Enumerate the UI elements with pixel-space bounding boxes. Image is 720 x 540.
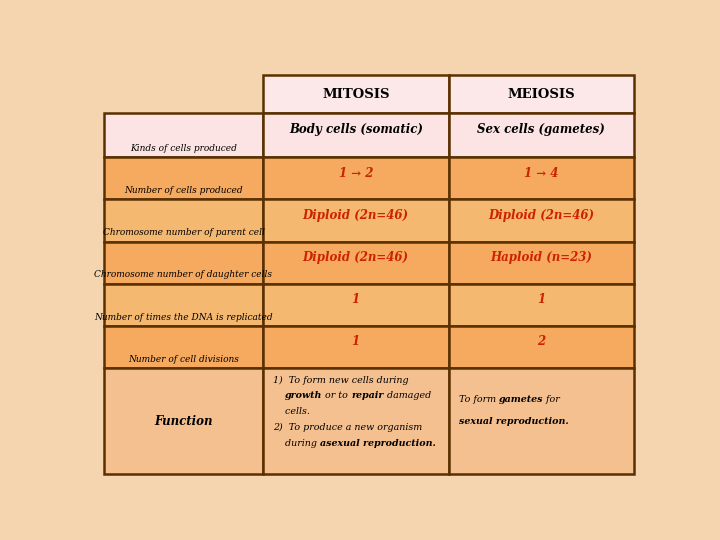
Text: sexual reproduction.: sexual reproduction. bbox=[459, 417, 568, 426]
Text: cells.: cells. bbox=[273, 407, 310, 416]
Bar bbox=[449, 284, 634, 326]
Bar bbox=[449, 157, 634, 199]
Text: 1: 1 bbox=[537, 293, 545, 306]
Text: repair: repair bbox=[351, 391, 384, 400]
Bar bbox=[449, 368, 634, 474]
Text: Sex cells (gametes): Sex cells (gametes) bbox=[477, 123, 605, 136]
Text: 2: 2 bbox=[537, 335, 545, 348]
Text: To form: To form bbox=[459, 395, 499, 404]
Text: Diploid (2n=46): Diploid (2n=46) bbox=[488, 208, 594, 222]
Bar bbox=[263, 326, 449, 368]
Text: 1 → 4: 1 → 4 bbox=[524, 166, 559, 179]
Bar bbox=[263, 241, 449, 284]
Bar bbox=[263, 75, 449, 113]
Text: asexual reproduction.: asexual reproduction. bbox=[320, 438, 436, 448]
Bar bbox=[263, 284, 449, 326]
Text: 2)  To produce a new organism: 2) To produce a new organism bbox=[273, 423, 422, 432]
Text: growth: growth bbox=[285, 391, 323, 400]
Bar bbox=[104, 199, 263, 241]
Bar bbox=[449, 199, 634, 241]
Text: Number of cell divisions: Number of cell divisions bbox=[128, 355, 239, 364]
Text: Body cells (somatic): Body cells (somatic) bbox=[289, 123, 423, 136]
Bar bbox=[263, 199, 449, 241]
Text: during: during bbox=[273, 438, 320, 448]
Bar bbox=[104, 113, 263, 157]
Text: or to: or to bbox=[323, 391, 351, 400]
Text: Chromosome number of daughter cells: Chromosome number of daughter cells bbox=[94, 271, 272, 280]
Text: Function: Function bbox=[154, 415, 212, 428]
Text: Number of times the DNA is replicated: Number of times the DNA is replicated bbox=[94, 313, 273, 322]
Bar bbox=[104, 75, 263, 113]
Text: MEIOSIS: MEIOSIS bbox=[508, 87, 575, 100]
Bar bbox=[104, 368, 263, 474]
Bar bbox=[263, 113, 449, 157]
Bar bbox=[104, 157, 263, 199]
Bar bbox=[263, 157, 449, 199]
Text: 1: 1 bbox=[351, 293, 360, 306]
Text: 1: 1 bbox=[351, 335, 360, 348]
Text: 1 → 2: 1 → 2 bbox=[338, 166, 373, 179]
Bar bbox=[449, 75, 634, 113]
Text: Diploid (2n=46): Diploid (2n=46) bbox=[302, 251, 409, 264]
Bar bbox=[104, 241, 263, 284]
Text: MITOSIS: MITOSIS bbox=[322, 87, 390, 100]
Text: damaged: damaged bbox=[384, 391, 431, 400]
Text: Haploid (n=23): Haploid (n=23) bbox=[490, 251, 593, 264]
Bar bbox=[449, 326, 634, 368]
Bar bbox=[449, 241, 634, 284]
Bar bbox=[104, 326, 263, 368]
Bar bbox=[449, 113, 634, 157]
Text: for: for bbox=[543, 395, 560, 404]
Bar bbox=[104, 284, 263, 326]
Text: Number of cells produced: Number of cells produced bbox=[124, 186, 243, 195]
Text: 1)  To form new cells during: 1) To form new cells during bbox=[273, 375, 409, 384]
Bar bbox=[263, 368, 449, 474]
Text: Chromosome number of parent cell: Chromosome number of parent cell bbox=[102, 228, 264, 238]
Text: gametes: gametes bbox=[499, 395, 543, 404]
Text: Kinds of cells produced: Kinds of cells produced bbox=[130, 144, 237, 153]
Text: Diploid (2n=46): Diploid (2n=46) bbox=[302, 208, 409, 222]
